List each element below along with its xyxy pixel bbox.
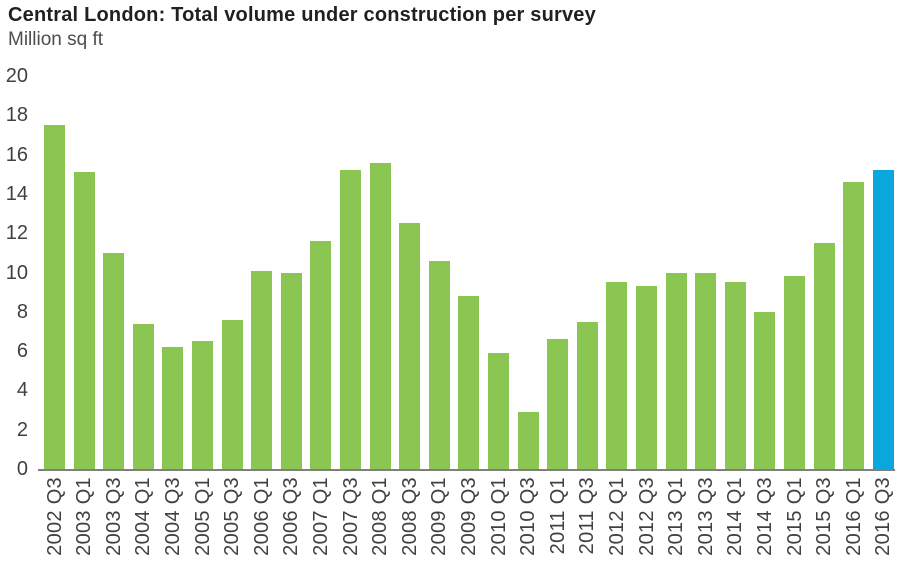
x-tick-label: 2008 Q1	[369, 477, 392, 556]
x-tick-label: 2004 Q1	[132, 477, 155, 556]
x-tick-label: 2012 Q3	[635, 477, 658, 556]
x-tick-label: 2016 Q3	[872, 477, 895, 556]
bar-2016-q3	[872, 170, 894, 469]
x-tick-label: 2005 Q3	[221, 477, 244, 556]
x-tick-label: 2011 Q1	[546, 477, 569, 555]
x-tick-label: 2011 Q3	[576, 477, 599, 555]
chart-title: Central London: Total volume under const…	[8, 4, 596, 26]
bar-2004-q1	[132, 323, 154, 469]
bar-2009-q1	[428, 260, 450, 469]
x-tick-label: 2006 Q3	[280, 477, 303, 556]
y-tick-label: 0	[16, 458, 28, 480]
x-tick-label: 2010 Q1	[487, 477, 510, 556]
bar-2005-q1	[192, 341, 213, 469]
bar-chart: 0 2 4 6 8 10 12 14 16 18 20 2002 Q3 2003 Q1 2003 Q3 20…	[6, 65, 895, 556]
bar-2003-q1	[73, 172, 95, 469]
x-tick-label: 2013 Q1	[665, 477, 688, 556]
x-tick-label: 2014 Q1	[724, 477, 747, 556]
bar-2006-q3	[280, 272, 302, 469]
x-tick-label: 2004 Q3	[161, 477, 184, 556]
bar-2010-q1	[488, 353, 509, 469]
x-tick-label: 2003 Q1	[73, 477, 96, 556]
bar-2015-q1	[784, 276, 805, 469]
x-tick-label: 2015 Q1	[783, 477, 806, 556]
bar-2011-q1	[547, 339, 569, 469]
bar-2003-q3	[103, 252, 125, 469]
x-tick-label: 2003 Q3	[102, 477, 125, 556]
x-tick-label: 2015 Q3	[813, 477, 836, 556]
x-tick-label: 2014 Q3	[753, 477, 776, 556]
y-tick-label: 18	[5, 104, 28, 127]
bar-2007-q1	[310, 241, 332, 469]
y-tick-label: 8	[16, 300, 28, 323]
bar-2014-q1	[724, 282, 746, 469]
x-tick-label: 2016 Q1	[842, 477, 865, 556]
x-tick-label: 2009 Q3	[457, 477, 480, 556]
bar-2007-q3	[340, 170, 361, 469]
y-tick-label: 16	[5, 143, 28, 166]
x-tick-label: 2010 Q3	[517, 477, 540, 556]
x-tick-label: 2012 Q1	[605, 477, 628, 556]
y-tick-label: 20	[5, 65, 28, 87]
bar-2008-q1	[369, 162, 391, 469]
y-axis-unit-label: Million sq ft	[8, 29, 104, 50]
bar-2002-q3	[44, 125, 65, 469]
bar-2015-q3	[813, 243, 835, 469]
bar-2005-q3	[221, 319, 243, 469]
bar-2009-q3	[458, 296, 480, 469]
y-tick-label: 14	[5, 182, 28, 205]
y-tick-label: 6	[16, 340, 28, 363]
bar-2004-q3	[162, 347, 184, 469]
y-tick-label: 4	[16, 379, 28, 402]
x-tick-label: 2007 Q3	[339, 477, 362, 556]
y-tick-label: 10	[5, 261, 28, 284]
y-tick-label: 12	[5, 222, 28, 245]
x-tick-label: 2005 Q1	[191, 477, 214, 556]
bar-2006-q1	[251, 270, 273, 469]
bar-2013-q3	[695, 272, 717, 469]
bar-2016-q1	[843, 182, 865, 469]
x-tick-label: 2007 Q1	[309, 477, 332, 556]
x-tick-label: 2009 Q1	[428, 477, 451, 556]
y-tick-label: 2	[16, 418, 28, 441]
bar-2012-q1	[606, 282, 628, 469]
bar-2010-q3	[517, 412, 539, 469]
bar-2013-q1	[665, 272, 687, 469]
x-tick-label: 2008 Q3	[398, 477, 421, 556]
plot-area	[38, 76, 895, 469]
bar-2012-q3	[636, 286, 657, 469]
x-tick-label: 2013 Q3	[694, 477, 717, 556]
bar-2008-q3	[399, 223, 421, 469]
bar-2014-q3	[754, 311, 776, 469]
bar-2011-q3	[576, 321, 598, 469]
x-tick-label: 2006 Q1	[250, 477, 273, 556]
x-tick-label: 2002 Q3	[43, 477, 66, 556]
